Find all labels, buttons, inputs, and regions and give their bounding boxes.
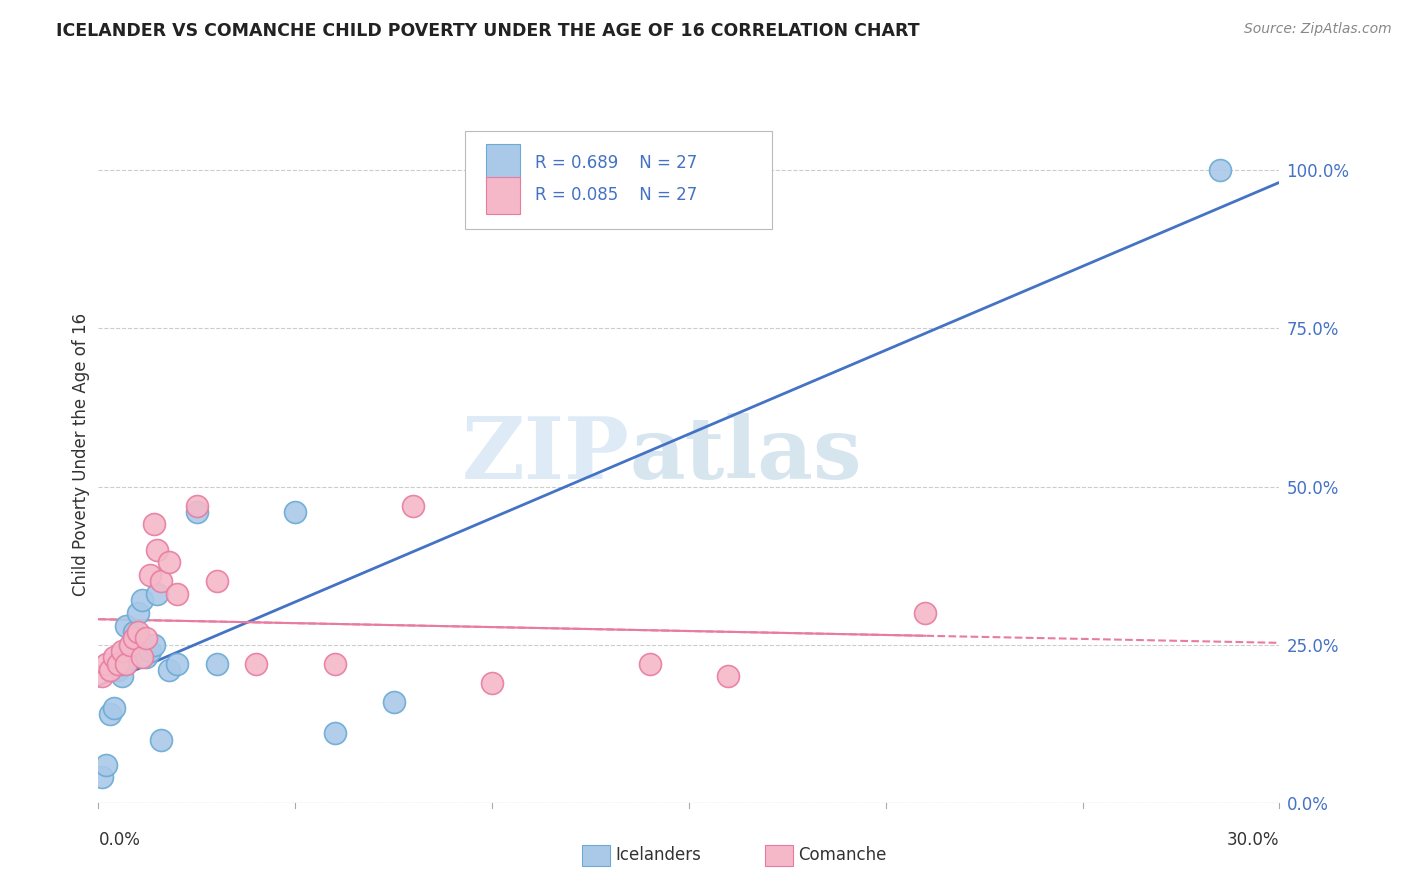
Point [115, 657, 138, 671]
Point [118, 650, 141, 665]
Point [115, 644, 138, 658]
Text: Icelanders: Icelanders [616, 847, 702, 864]
Point [382, 695, 405, 709]
Point [96, 657, 118, 671]
Point [146, 587, 169, 601]
Point [638, 657, 661, 671]
Text: 30.0%: 30.0% [1227, 831, 1279, 849]
Point [166, 587, 188, 601]
Point [284, 505, 307, 519]
Point [205, 657, 228, 671]
Point [402, 499, 425, 513]
Text: atlas: atlas [630, 413, 862, 497]
Point [122, 632, 145, 646]
Point [142, 517, 165, 532]
Point [91, 771, 114, 785]
Point [115, 618, 138, 632]
Text: ICELANDER VS COMANCHE CHILD POVERTY UNDER THE AGE OF 16 CORRELATION CHART: ICELANDER VS COMANCHE CHILD POVERTY UNDE… [56, 22, 920, 40]
Point [103, 650, 125, 665]
Point [111, 669, 134, 683]
Point [98, 663, 121, 677]
Point [135, 650, 157, 665]
Point [245, 657, 267, 671]
Point [127, 632, 149, 646]
Point [186, 505, 208, 519]
Text: Comanche: Comanche [799, 847, 887, 864]
FancyBboxPatch shape [486, 144, 520, 181]
Point [111, 657, 134, 671]
Point [166, 657, 188, 671]
Point [323, 657, 346, 671]
Point [127, 606, 149, 620]
Point [323, 726, 346, 740]
Point [914, 606, 936, 620]
Point [157, 556, 180, 570]
Point [98, 707, 121, 722]
Text: Source: ZipAtlas.com: Source: ZipAtlas.com [1244, 22, 1392, 37]
Point [150, 732, 173, 747]
Point [96, 757, 118, 772]
FancyBboxPatch shape [486, 177, 520, 214]
Point [107, 663, 129, 677]
Point [717, 669, 740, 683]
Point [146, 542, 169, 557]
Text: ZIP: ZIP [463, 413, 630, 497]
Point [138, 644, 160, 658]
Point [157, 663, 180, 677]
Point [142, 638, 165, 652]
Point [91, 669, 114, 683]
FancyBboxPatch shape [464, 131, 772, 229]
Text: R = 0.689    N = 27: R = 0.689 N = 27 [536, 153, 697, 171]
Point [103, 701, 125, 715]
Point [111, 644, 134, 658]
Point [186, 499, 208, 513]
Y-axis label: Child Poverty Under the Age of 16: Child Poverty Under the Age of 16 [72, 313, 90, 597]
Point [127, 625, 149, 640]
Point [150, 574, 173, 589]
Point [1209, 163, 1232, 178]
Point [205, 574, 228, 589]
Text: 0.0%: 0.0% [98, 831, 141, 849]
Point [135, 632, 157, 646]
Point [122, 625, 145, 640]
Point [138, 568, 160, 582]
Point [118, 638, 141, 652]
Point [107, 657, 129, 671]
Text: R = 0.085    N = 27: R = 0.085 N = 27 [536, 186, 697, 204]
Point [131, 593, 153, 607]
Point [481, 675, 503, 690]
Point [131, 650, 153, 665]
